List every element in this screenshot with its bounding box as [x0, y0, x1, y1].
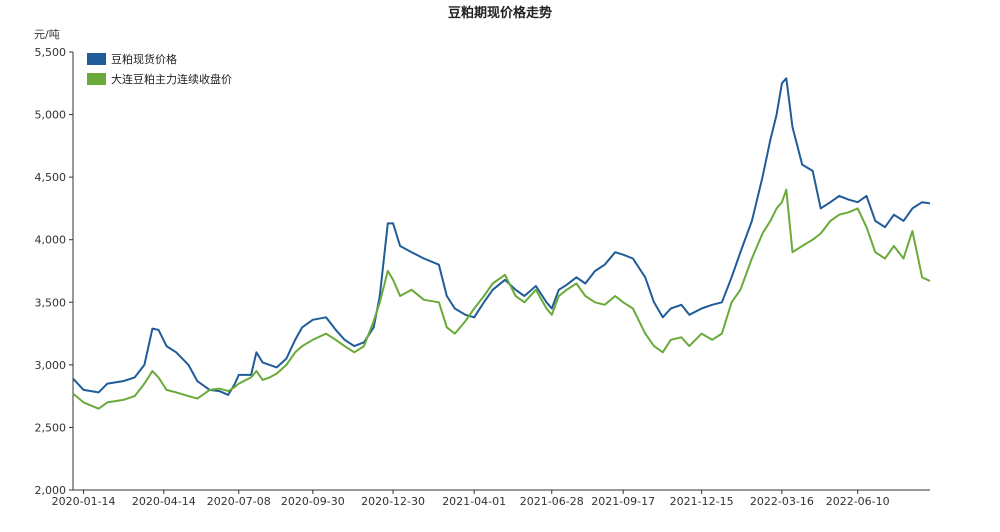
x-tick-label: 2021-06-28 — [520, 495, 584, 508]
y-ticks: 2,000 2,500 3,000 3,500 4,000 4,500 5,000 5,500 — [35, 46, 73, 497]
y-tick-label: 4,500 — [35, 171, 67, 184]
y-tick-label: 2,000 — [35, 484, 67, 497]
legend-label-futures: 大连豆粕主力连续收盘价 — [111, 72, 232, 86]
x-tick-label: 2021-12-15 — [670, 495, 734, 508]
y-tick-label: 3,500 — [35, 296, 67, 309]
x-tick-label: 2022-03-16 — [750, 495, 814, 508]
x-tick-label: 2021-09-17 — [591, 495, 655, 508]
x-tick-label: 2020-07-08 — [207, 495, 271, 508]
x-tick-label: 2020-01-14 — [52, 495, 116, 508]
chart-title: 豆粕期现价格走势 — [448, 5, 552, 21]
y-axis-unit: 元/吨 — [34, 28, 60, 41]
series-line-futures[interactable] — [72, 188, 931, 410]
x-tick-label: 2020-04-14 — [132, 495, 196, 508]
legend-item-spot[interactable]: 豆粕现货价格 — [87, 52, 177, 66]
y-tick-label: 5,500 — [35, 46, 67, 59]
legend-swatch-futures — [87, 73, 106, 85]
x-tick-label: 2021-04-01 — [442, 495, 506, 508]
legend-item-futures[interactable]: 大连豆粕主力连续收盘价 — [87, 72, 232, 86]
axes — [72, 52, 930, 491]
x-tick-label: 2022-06-10 — [826, 495, 890, 508]
y-tick-label: 3,000 — [35, 359, 67, 372]
series-line-spot[interactable] — [72, 77, 931, 396]
x-tick-label: 2020-12-30 — [361, 495, 425, 508]
legend-swatch-spot — [87, 53, 106, 65]
y-tick-label: 5,000 — [35, 109, 67, 122]
y-tick-label: 4,000 — [35, 234, 67, 247]
legend-label-spot: 豆粕现货价格 — [111, 52, 177, 66]
legend: 豆粕现货价格 大连豆粕主力连续收盘价 — [87, 52, 232, 86]
x-tick-label: 2020-09-30 — [281, 495, 345, 508]
x-ticks: 2020-01-14 2020-04-14 2020-07-08 2020-09-30… — [52, 490, 890, 508]
y-tick-label: 2,500 — [35, 421, 67, 434]
series-lines — [72, 77, 931, 410]
